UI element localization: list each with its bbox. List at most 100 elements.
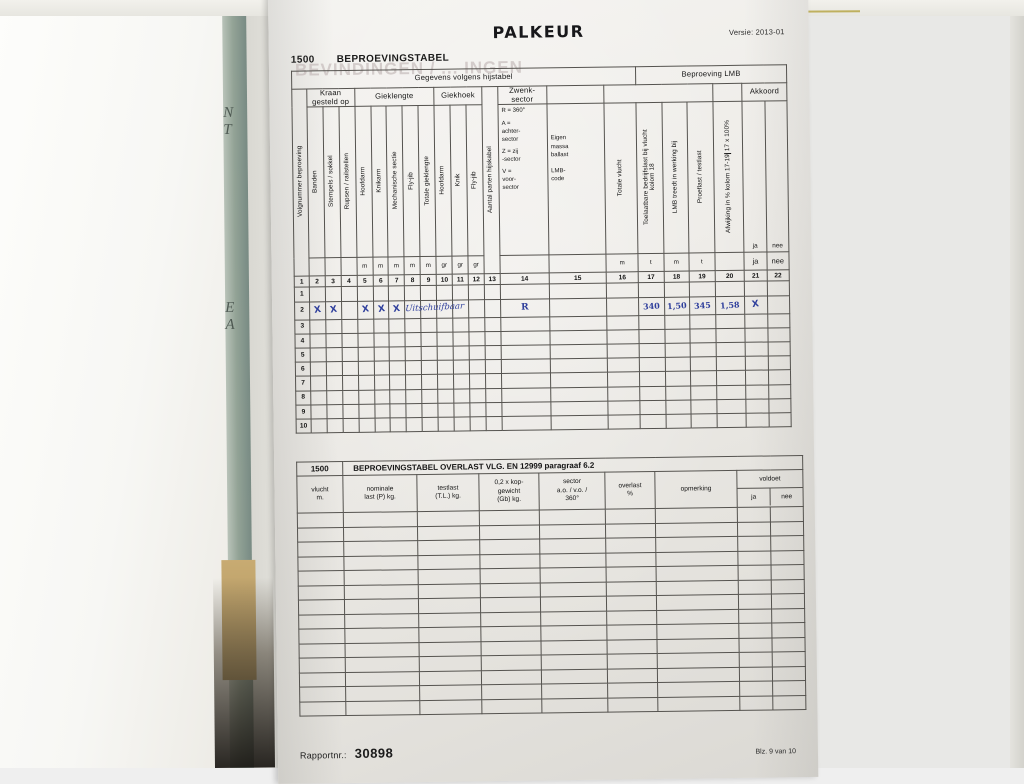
cell-col-17[interactable]	[638, 329, 665, 344]
overlast-cell[interactable]	[344, 598, 419, 615]
overlast-cell[interactable]	[738, 579, 772, 595]
cell-col-8[interactable]	[405, 374, 422, 390]
overlast-cell[interactable]	[541, 697, 608, 714]
cell-col-12[interactable]	[470, 416, 487, 432]
cell-col-10[interactable]	[437, 331, 454, 347]
overlast-cell[interactable]	[606, 581, 657, 597]
overlast-cell[interactable]	[737, 521, 771, 537]
cell-col-19[interactable]	[690, 356, 716, 372]
cell-col-2[interactable]	[310, 361, 327, 377]
cell-col-6[interactable]	[373, 318, 390, 333]
cell-col-7[interactable]	[390, 417, 407, 433]
cell-col-13[interactable]	[485, 359, 502, 375]
cell-col-15[interactable]	[550, 415, 609, 430]
cell-col-8[interactable]	[406, 417, 423, 432]
cell-col-22[interactable]	[767, 313, 790, 328]
overlast-cell[interactable]	[540, 610, 607, 627]
cell-col-12[interactable]	[469, 331, 486, 346]
overlast-cell[interactable]	[738, 594, 772, 610]
overlast-cell[interactable]	[656, 580, 739, 596]
cell-col-22[interactable]	[768, 384, 791, 399]
cell-col-4[interactable]	[342, 361, 359, 376]
cell-col-13[interactable]	[484, 284, 501, 300]
cell-col-16[interactable]	[606, 283, 639, 298]
overlast-cell[interactable]	[480, 626, 541, 642]
overlast-cell[interactable]	[771, 579, 805, 595]
overlast-cell[interactable]	[606, 610, 657, 626]
cell-col-7[interactable]	[390, 403, 407, 418]
overlast-cell[interactable]	[299, 701, 346, 717]
overlast-cell[interactable]	[772, 666, 806, 682]
cell-col-13[interactable]	[485, 345, 502, 360]
cell-col-18[interactable]: 1,50	[664, 296, 690, 315]
cell-col-12[interactable]	[468, 299, 485, 318]
overlast-cell[interactable]	[480, 597, 541, 613]
cell-col-22[interactable]	[768, 398, 792, 413]
overlast-cell[interactable]	[738, 623, 772, 639]
overlast-cell[interactable]	[655, 551, 739, 567]
cell-col-21[interactable]	[746, 398, 769, 414]
cell-col-12[interactable]	[469, 374, 486, 389]
overlast-cell[interactable]	[540, 625, 607, 641]
cell-col-19[interactable]	[690, 342, 716, 358]
cell-col-2[interactable]: X	[309, 301, 326, 320]
overlast-cell[interactable]	[299, 643, 346, 659]
cell-col-22[interactable]	[766, 281, 790, 296]
cell-col-8[interactable]	[405, 332, 422, 347]
overlast-cell[interactable]	[298, 614, 345, 630]
overlast-cell[interactable]	[299, 657, 346, 673]
cell-col-18[interactable]	[665, 399, 692, 415]
overlast-cell[interactable]	[541, 654, 608, 670]
overlast-cell[interactable]	[656, 609, 739, 625]
cell-col-11[interactable]	[452, 317, 470, 332]
cell-col-6[interactable]	[374, 417, 391, 433]
overlast-cell[interactable]	[655, 522, 738, 538]
cell-col-6[interactable]: X	[373, 300, 390, 319]
overlast-cell[interactable]	[657, 667, 740, 683]
cell-col-15[interactable]	[549, 329, 608, 345]
overlast-cell[interactable]	[606, 566, 657, 582]
cell-col-18[interactable]	[663, 282, 690, 297]
cell-col-13[interactable]	[486, 416, 503, 431]
cell-col-4[interactable]	[342, 404, 359, 419]
overlast-cell[interactable]	[607, 697, 658, 713]
cell-col-2[interactable]	[310, 418, 328, 434]
cell-col-21[interactable]	[744, 281, 768, 296]
overlast-cell[interactable]	[417, 554, 481, 570]
overlast-cell[interactable]	[739, 666, 773, 682]
cell-col-17[interactable]: 340	[638, 296, 665, 316]
overlast-cell[interactable]	[605, 552, 657, 568]
overlast-cell[interactable]	[655, 536, 738, 553]
overlast-cell[interactable]	[540, 581, 607, 598]
overlast-cell[interactable]	[419, 699, 482, 715]
overlast-cell[interactable]	[418, 626, 481, 643]
cell-col-20[interactable]: 1,58	[714, 295, 745, 315]
cell-col-20[interactable]	[715, 328, 746, 343]
cell-col-7[interactable]	[389, 318, 406, 333]
cell-col-6[interactable]	[373, 332, 390, 348]
overlast-cell[interactable]	[771, 608, 805, 624]
overlast-cell[interactable]	[606, 639, 658, 655]
cell-col-21[interactable]	[746, 412, 769, 428]
overlast-cell[interactable]	[419, 670, 482, 686]
cell-col-11[interactable]	[454, 402, 471, 418]
overlast-cell[interactable]	[541, 683, 608, 699]
cell-col-9[interactable]	[420, 285, 437, 301]
cell-col-13[interactable]	[484, 331, 502, 346]
cell-col-22[interactable]	[767, 295, 790, 314]
cell-col-20[interactable]	[716, 413, 747, 428]
overlast-cell[interactable]	[480, 568, 541, 584]
cell-col-14[interactable]: R	[500, 298, 550, 318]
cell-col-15[interactable]	[550, 386, 608, 402]
overlast-cell[interactable]	[480, 640, 542, 656]
cell-col-12[interactable]	[469, 402, 487, 417]
cell-col-6[interactable]	[374, 375, 391, 390]
cell-col-4[interactable]	[342, 375, 359, 391]
overlast-cell[interactable]	[297, 556, 345, 572]
overlast-cell[interactable]	[657, 652, 740, 669]
cell-col-3[interactable]	[326, 390, 343, 405]
overlast-cell[interactable]	[418, 583, 481, 599]
overlast-cell[interactable]	[481, 684, 542, 700]
overlast-cell[interactable]	[298, 570, 345, 586]
overlast-cell[interactable]	[345, 700, 420, 716]
